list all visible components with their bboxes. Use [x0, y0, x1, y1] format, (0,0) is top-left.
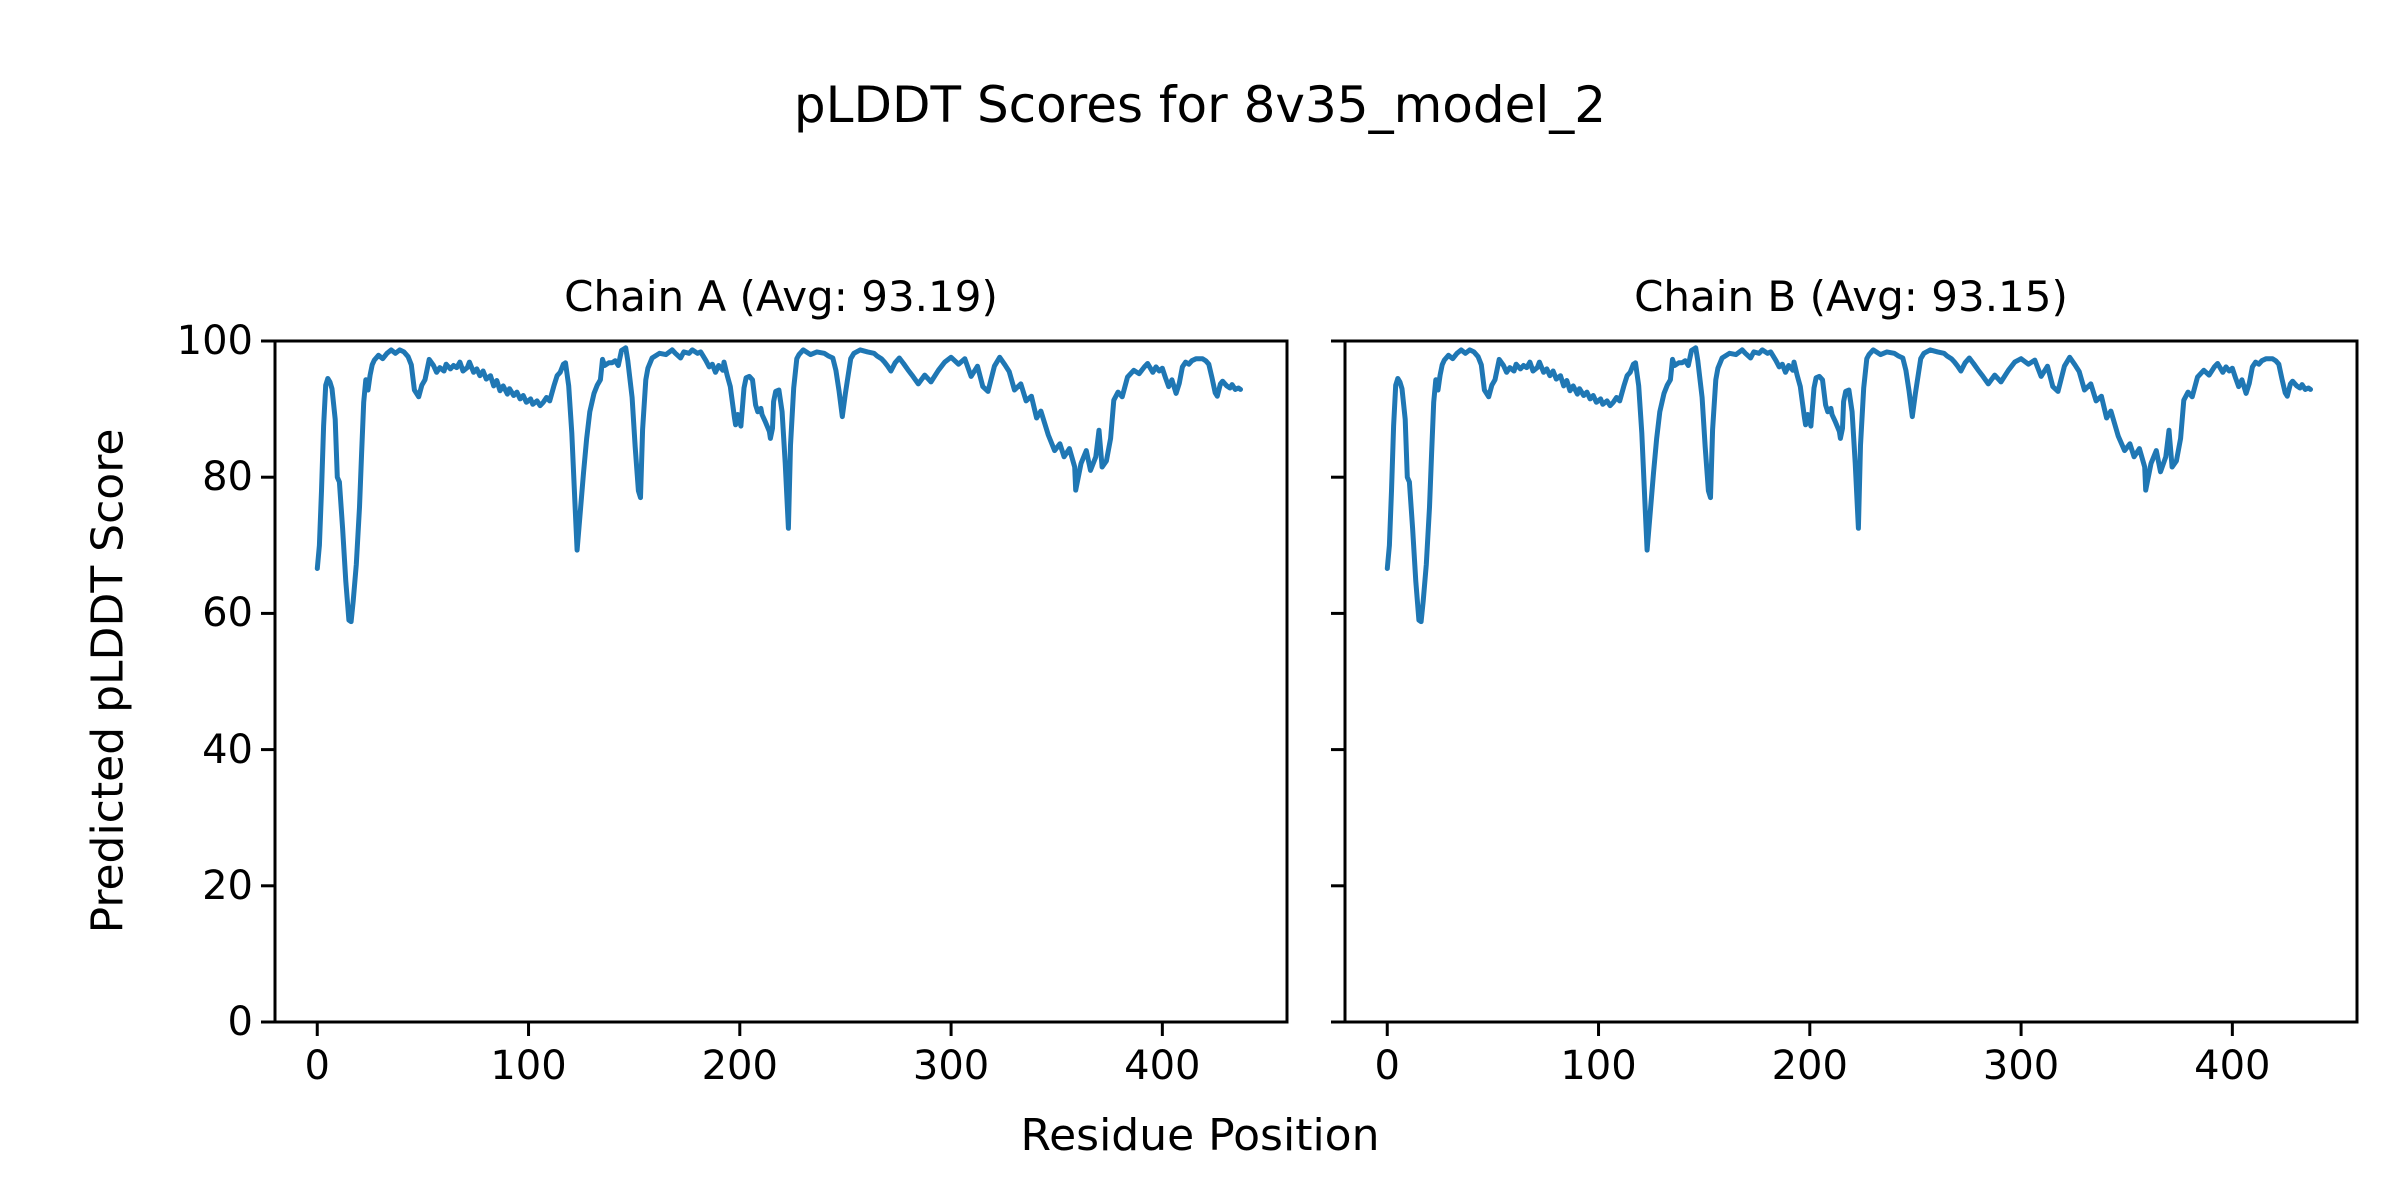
x-tick-label: 100 — [1560, 1043, 1637, 1089]
x-tick-label: 0 — [1374, 1043, 1400, 1089]
x-tick-label: 200 — [701, 1043, 778, 1089]
x-tick-label: 400 — [2194, 1043, 2271, 1089]
x-tick-label: 300 — [1982, 1043, 2060, 1089]
figure-title: pLDDT Scores for 8v35_model_2 — [793, 76, 1607, 134]
x-tick-label: 100 — [490, 1043, 567, 1089]
x-axis-label: Residue Position — [1020, 1110, 1380, 1161]
axes-spines — [273, 339, 1289, 1024]
x-tick-label: 0 — [304, 1043, 330, 1089]
plddt-line-chain-a — [314, 345, 1243, 625]
subplot-a-title: Chain A (Avg: 93.19) — [564, 272, 998, 321]
y-tick-label: 20 — [202, 862, 253, 909]
axes-spines — [1343, 339, 2359, 1024]
y-tick-label: 40 — [202, 726, 253, 773]
subplot-b-title: Chain B (Avg: 93.15) — [1634, 272, 2068, 321]
y-axis-label: Predicted pLDDT Score — [82, 428, 134, 934]
y-tick-label: 60 — [202, 590, 253, 637]
y-tick-label: 0 — [227, 999, 253, 1045]
y-tick-label: 80 — [202, 454, 253, 501]
x-tick-label: 200 — [1771, 1043, 1848, 1089]
x-tick-label: 300 — [912, 1043, 990, 1089]
y-tick-label: 100 — [176, 318, 253, 364]
plddt-line-chain-b — [1384, 345, 2313, 625]
x-tick-label: 400 — [1124, 1043, 1201, 1089]
